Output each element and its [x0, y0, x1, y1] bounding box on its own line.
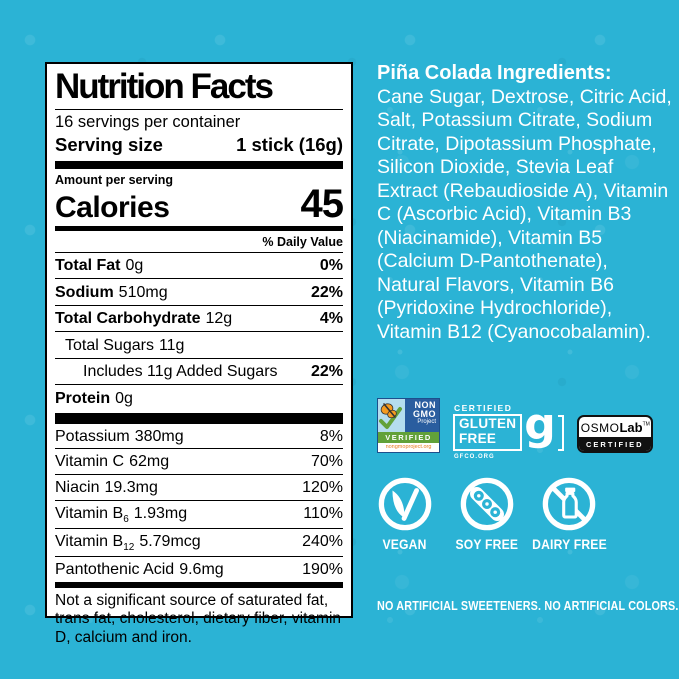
non-gmo-wordmark: NON GMO Project — [405, 399, 439, 432]
osmolab-certified-badge: OSMOLabTM CERTIFIED — [576, 415, 653, 453]
non-gmo-project-badge: NON GMO Project VERIFIED nongmoproject.o… — [377, 398, 440, 453]
gluten-free-mark: GLUTEN FREE g — [453, 402, 564, 451]
gluten-free-bracket — [557, 415, 564, 451]
nutrient-name: Includes 11g Added Sugars — [83, 363, 278, 381]
vitamin-row-niacin: Niacin 19.3mg 120% — [55, 475, 343, 501]
nutrient-name: Protein 0g — [55, 389, 133, 407]
osmolab-certified-bar: CERTIFIED — [578, 437, 651, 451]
label-footnote: Not a significant source of saturated fa… — [55, 591, 342, 646]
vegan-item: VEGAN — [364, 477, 446, 552]
vitamin-pct: 110% — [303, 504, 343, 522]
certification-badges: NON GMO Project VERIFIED nongmoproject.o… — [377, 398, 653, 460]
gluten-free-wordbox: GLUTEN FREE — [453, 414, 523, 451]
serving-size-label: Serving size — [55, 134, 163, 156]
vegan-leaf-icon — [378, 477, 432, 531]
non-gmo-verified-bar: VERIFIED — [378, 432, 439, 443]
servings-per-container: 16 servings per container — [55, 112, 241, 131]
dairy-free-label: DAIRY FREE — [531, 537, 607, 552]
non-gmo-badge-top: NON GMO Project — [378, 399, 439, 432]
serving-size-value: 1 stick (16g) — [236, 134, 343, 156]
vitamin-name: Vitamin C 62mg — [55, 453, 170, 471]
nutrient-row-sodium: Sodium 510mg 22% — [55, 279, 343, 306]
calories-value: 45 — [300, 181, 344, 226]
no-artificial-tagline: NO ARTIFICIAL SWEETENERS. NO ARTIFICIAL … — [377, 598, 679, 613]
vitamin-row-vitamin-b12: Vitamin B12 5.79mcg 240% — [55, 529, 343, 558]
medium-divider-bar — [55, 581, 343, 588]
vitamin-row-vitamin-c: Vitamin C 62mg 70% — [55, 449, 343, 475]
amount-per-serving-label: Amount per serving — [55, 173, 174, 188]
nutrient-name: Total Fat 0g — [55, 257, 144, 275]
vitamin-name: Potassium 380mg — [55, 427, 184, 445]
nutrient-name: Total Sugars 11g — [65, 336, 185, 354]
vitamin-pct: 8% — [319, 427, 343, 445]
non-gmo-url: nongmoproject.org — [378, 443, 439, 452]
thick-divider-bar — [55, 412, 343, 424]
medium-divider-bar — [55, 225, 343, 231]
serving-size-row: Serving size 1 stick (16g) — [55, 132, 343, 161]
calories-row: Calories 45 — [55, 181, 344, 226]
soy-free-icon — [460, 477, 514, 531]
nutrient-pct: 4% — [319, 310, 343, 328]
gluten-free-certified-text: CERTIFIED — [454, 403, 513, 413]
non-gmo-butterfly-icon — [378, 399, 405, 432]
daily-value-header: % Daily Value — [55, 231, 343, 253]
nutrition-facts-title: Nutrition Facts — [55, 69, 343, 110]
nutrient-row-total-carbohydrate: Total Carbohydrate 12g 4% — [55, 306, 343, 333]
ingredients-heading: Piña Colada Ingredients: — [377, 62, 612, 84]
nutrient-row-total-sugars: Total Sugars 11g — [55, 332, 343, 359]
nutrient-row-total-fat: Total Fat 0g 0% — [55, 253, 343, 280]
gluten-free-g-icon: g — [524, 399, 556, 450]
nutrition-facts-label: Nutrition Facts 16 servings per containe… — [45, 62, 353, 646]
vitamin-pct: 120% — [302, 478, 343, 496]
vitamin-pct: 70% — [310, 453, 343, 471]
vitamin-pct: 240% — [302, 532, 343, 550]
vitamin-pct: 190% — [302, 561, 343, 579]
vitamin-name: Vitamin B6 1.93mg — [55, 504, 188, 525]
right-info-column: Piña Colada Ingredients: Cane Sugar, Dex… — [377, 0, 679, 679]
calories-label: Calories — [55, 190, 170, 224]
nutrient-pct: 22% — [310, 283, 343, 301]
vitamin-name: Vitamin B12 5.79mcg — [55, 532, 201, 554]
diet-icons-row: VEGAN SOY FREE — [364, 477, 610, 552]
thick-divider-bar — [55, 161, 343, 170]
nutrient-name: Sodium 510mg — [55, 283, 168, 301]
nutrient-pct: 22% — [310, 363, 343, 381]
vitamin-name: Niacin 19.3mg — [55, 478, 158, 496]
gluten-free-org-text: GFCO.ORG — [454, 454, 495, 460]
nutrient-row-protein: Protein 0g — [55, 385, 343, 411]
soy-free-label: SOY FREE — [455, 537, 519, 552]
dairy-free-item: DAIRY FREE — [528, 477, 610, 552]
vitamin-name: Pantothenic Acid 9.6mg — [55, 561, 224, 579]
ingredients-text: Cane Sugar, Dextrose, Citric Acid, Salt,… — [377, 85, 672, 343]
vitamin-row-vitamin-b6: Vitamin B6 1.93mg 110% — [55, 501, 343, 529]
osmolab-wordmark: OSMOLabTM — [580, 420, 650, 435]
nutrient-name: Total Carbohydrate 12g — [55, 310, 233, 328]
dairy-free-icon — [542, 477, 596, 531]
certified-gluten-free-badge: CERTIFIED GLUTEN FREE g GFCO.ORG — [453, 402, 564, 460]
ingredients-block: Piña Colada Ingredients: Cane Sugar, Dex… — [377, 62, 675, 344]
nutrient-pct: 0% — [319, 257, 343, 275]
vegan-label: VEGAN — [382, 537, 428, 552]
vitamin-row-potassium: Potassium 380mg 8% — [55, 424, 343, 450]
nutrient-row-added-sugars: Includes 11g Added Sugars 22% — [55, 359, 343, 386]
vitamin-row-pantothenic-acid: Pantothenic Acid 9.6mg 190% — [55, 557, 343, 582]
soy-free-item: SOY FREE — [446, 477, 528, 552]
